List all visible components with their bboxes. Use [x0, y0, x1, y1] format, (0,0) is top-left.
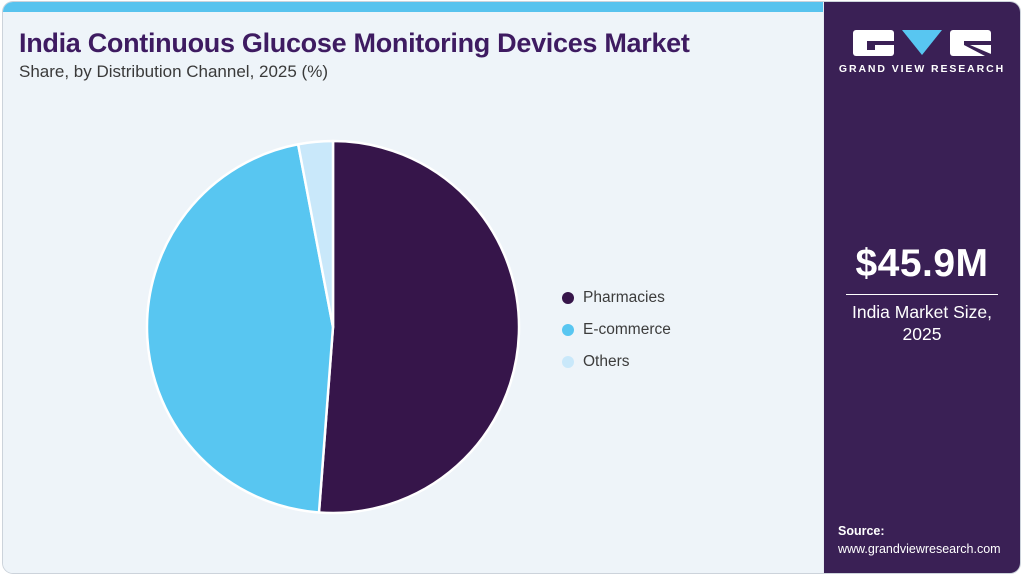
legend-item: Others	[562, 351, 671, 373]
legend-dot-icon	[562, 356, 574, 368]
source-label: Source:	[838, 524, 885, 538]
source-url: www.grandviewresearch.com	[838, 542, 1001, 556]
brand-name: GRAND VIEW RESEARCH	[838, 63, 1006, 75]
report-card: India Continuous Glucose Monitoring Devi…	[3, 2, 1020, 573]
page-subtitle: Share, by Distribution Channel, 2025 (%)	[19, 62, 328, 81]
market-size-caption: India Market Size, 2025	[851, 302, 993, 344]
legend-label: Others	[583, 353, 630, 370]
chart-panel: India Continuous Glucose Monitoring Devi…	[3, 2, 823, 573]
pie-slice-others	[296, 139, 335, 329]
gvr-logo	[824, 30, 1020, 56]
legend-label: E-commerce	[583, 321, 671, 338]
divider	[846, 294, 998, 295]
pie-chart-container	[144, 138, 522, 516]
legend-dot-icon	[562, 292, 574, 304]
chart-legend: Pharmacies E-commerce Others	[562, 287, 671, 373]
legend-item: Pharmacies	[562, 287, 671, 309]
logo-v-triangle-icon	[902, 30, 942, 55]
logo-g-block-icon	[853, 30, 894, 56]
legend-label: Pharmacies	[583, 289, 665, 306]
top-accent-bar	[3, 2, 823, 12]
brand-sidebar: GRAND VIEW RESEARCH $45.9M India Market …	[823, 2, 1020, 573]
source-block: Source: www.grandviewresearch.com	[838, 524, 1001, 556]
logo-r-block-icon	[950, 30, 991, 56]
market-size-value: $45.9M	[855, 242, 989, 285]
page-title: India Continuous Glucose Monitoring Devi…	[19, 28, 690, 58]
market-size-block: $45.9M India Market Size, 2025	[824, 242, 1020, 346]
pie-slice-e-commerce	[145, 143, 335, 514]
legend-dot-icon	[562, 324, 574, 336]
pie-slice-pharmacies	[317, 139, 521, 515]
legend-item: E-commerce	[562, 319, 671, 341]
pie-chart	[145, 139, 521, 515]
